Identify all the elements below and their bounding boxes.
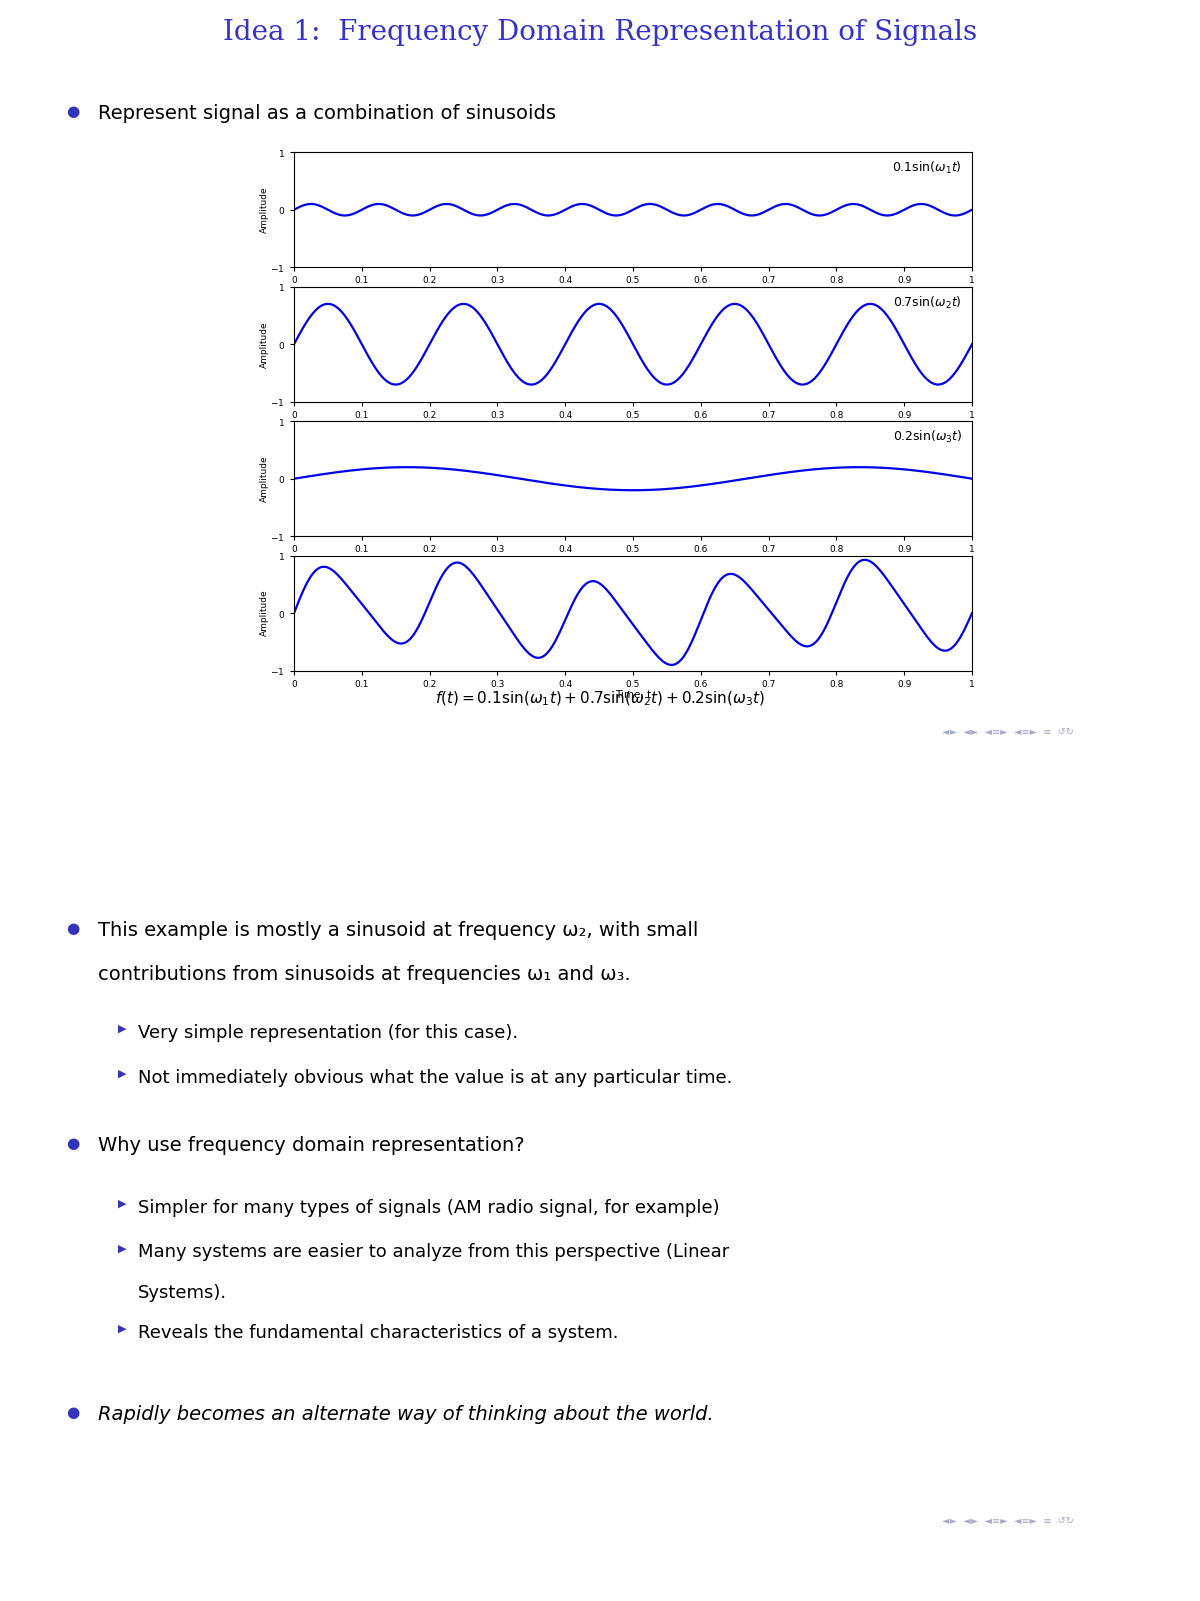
X-axis label: Time, t: Time, t xyxy=(614,421,652,431)
Text: Why use frequency domain representation?: Why use frequency domain representation? xyxy=(98,1135,526,1154)
Text: Fall 2011-12: Fall 2011-12 xyxy=(959,762,1036,775)
Text: ▶: ▶ xyxy=(118,1199,126,1209)
Text: ◄►  ◄►  ◄≡►  ◄≡►  ≡  ↺↻: ◄► ◄► ◄≡► ◄≡► ≡ ↺↻ xyxy=(942,727,1074,736)
Text: 4 / 45: 4 / 45 xyxy=(1120,1567,1156,1580)
Text: ◄►  ◄►  ◄≡►  ◄≡►  ≡  ↺↻: ◄► ◄► ◄≡► ◄≡► ≡ ↺↻ xyxy=(942,1516,1074,1526)
Text: Rapidly becomes an alternate way of thinking about the world.: Rapidly becomes an alternate way of thin… xyxy=(98,1404,714,1423)
Y-axis label: Amplitude: Amplitude xyxy=(260,455,269,503)
Text: ●: ● xyxy=(66,1404,79,1420)
Text: Cuff  (Lecture 1): Cuff (Lecture 1) xyxy=(126,1567,228,1580)
Text: $0.7\sin(\omega_2 t)$: $0.7\sin(\omega_2 t)$ xyxy=(893,295,962,311)
Text: Idea 1:  Frequency Domain Representation of Signals: Idea 1: Frequency Domain Representation … xyxy=(223,19,977,46)
Y-axis label: Amplitude: Amplitude xyxy=(260,589,269,637)
Text: ●: ● xyxy=(66,921,79,935)
Y-axis label: Amplitude: Amplitude xyxy=(260,320,269,368)
X-axis label: Time, t: Time, t xyxy=(614,287,652,296)
Text: $0.1\sin(\omega_1 t)$: $0.1\sin(\omega_1 t)$ xyxy=(892,160,962,176)
Text: ▶: ▶ xyxy=(118,1023,126,1034)
Text: $f(t) = 0.1\sin(\omega_1 t)+0.7\sin(\omega_2 t)+0.2\sin(\omega_3 t)$: $f(t) = 0.1\sin(\omega_1 t)+0.7\sin(\ome… xyxy=(434,690,766,708)
X-axis label: Time, t: Time, t xyxy=(614,690,652,700)
Text: Not immediately obvious what the value is at any particular time.: Not immediately obvious what the value i… xyxy=(138,1068,732,1087)
Text: Simpler for many types of signals (AM radio signal, for example): Simpler for many types of signals (AM ra… xyxy=(138,1199,720,1217)
Text: contributions from sinusoids at frequencies ω₁ and ω₃.: contributions from sinusoids at frequenc… xyxy=(98,965,631,985)
Text: ELE 301: Signals and Systems: ELE 301: Signals and Systems xyxy=(527,762,715,775)
Text: Very simple representation (for this case).: Very simple representation (for this cas… xyxy=(138,1023,518,1042)
Text: Cuff  (Lecture 1): Cuff (Lecture 1) xyxy=(126,762,228,775)
Text: ▶: ▶ xyxy=(118,1068,126,1079)
Text: 3 / 45: 3 / 45 xyxy=(1120,762,1156,775)
Text: $0.2\sin(\omega_3 t)$: $0.2\sin(\omega_3 t)$ xyxy=(893,429,962,445)
Text: ELE 301: Signals and Systems: ELE 301: Signals and Systems xyxy=(527,1567,715,1580)
X-axis label: Time, t: Time, t xyxy=(614,556,652,565)
Text: ●: ● xyxy=(66,104,79,118)
Text: This example is mostly a sinusoid at frequency ω₂, with small: This example is mostly a sinusoid at fre… xyxy=(98,921,698,940)
Text: Reveals the fundamental characteristics of a system.: Reveals the fundamental characteristics … xyxy=(138,1324,618,1342)
Text: Systems).: Systems). xyxy=(138,1284,227,1302)
Y-axis label: Amplitude: Amplitude xyxy=(260,186,269,234)
Text: Fall 2011-12: Fall 2011-12 xyxy=(959,1567,1036,1580)
Text: ▶: ▶ xyxy=(118,1244,126,1254)
Text: Represent signal as a combination of sinusoids: Represent signal as a combination of sin… xyxy=(98,104,557,123)
Text: ▶: ▶ xyxy=(118,1324,126,1334)
Text: ●: ● xyxy=(66,1135,79,1151)
Text: Many systems are easier to analyze from this perspective (Linear: Many systems are easier to analyze from … xyxy=(138,1244,730,1262)
